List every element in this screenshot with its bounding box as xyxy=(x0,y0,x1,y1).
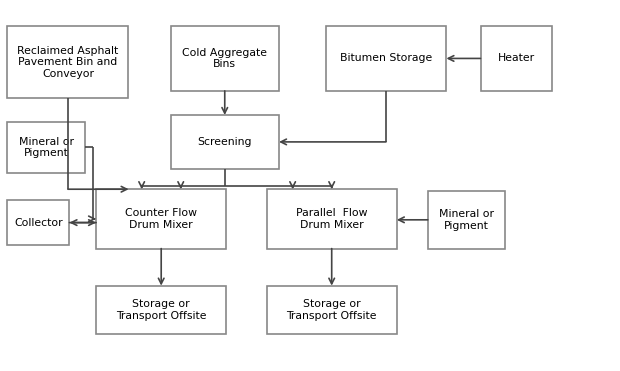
FancyBboxPatch shape xyxy=(428,191,505,249)
FancyBboxPatch shape xyxy=(96,286,226,334)
Text: Reclaimed Asphalt
Pavement Bin and
Conveyor: Reclaimed Asphalt Pavement Bin and Conve… xyxy=(17,46,118,79)
FancyBboxPatch shape xyxy=(170,115,279,169)
Text: Parallel  Flow
Drum Mixer: Parallel Flow Drum Mixer xyxy=(296,208,368,230)
Text: Storage or
Transport Offsite: Storage or Transport Offsite xyxy=(286,299,377,321)
Text: Counter Flow
Drum Mixer: Counter Flow Drum Mixer xyxy=(125,208,197,230)
Text: Collector: Collector xyxy=(14,218,63,227)
Text: Mineral or
Pigment: Mineral or Pigment xyxy=(19,137,74,158)
Text: Mineral or
Pigment: Mineral or Pigment xyxy=(439,209,494,231)
FancyBboxPatch shape xyxy=(326,26,446,91)
FancyBboxPatch shape xyxy=(267,286,397,334)
Text: Screening: Screening xyxy=(198,137,252,147)
Text: Cold Aggregate
Bins: Cold Aggregate Bins xyxy=(182,47,267,69)
Text: Storage or
Transport Offsite: Storage or Transport Offsite xyxy=(116,299,206,321)
FancyBboxPatch shape xyxy=(7,122,85,173)
Text: Heater: Heater xyxy=(498,53,534,63)
FancyBboxPatch shape xyxy=(267,189,397,249)
FancyBboxPatch shape xyxy=(480,26,552,91)
Text: Bitumen Storage: Bitumen Storage xyxy=(340,53,432,63)
FancyBboxPatch shape xyxy=(7,200,69,245)
FancyBboxPatch shape xyxy=(170,26,279,91)
FancyBboxPatch shape xyxy=(96,189,226,249)
FancyBboxPatch shape xyxy=(7,26,128,98)
